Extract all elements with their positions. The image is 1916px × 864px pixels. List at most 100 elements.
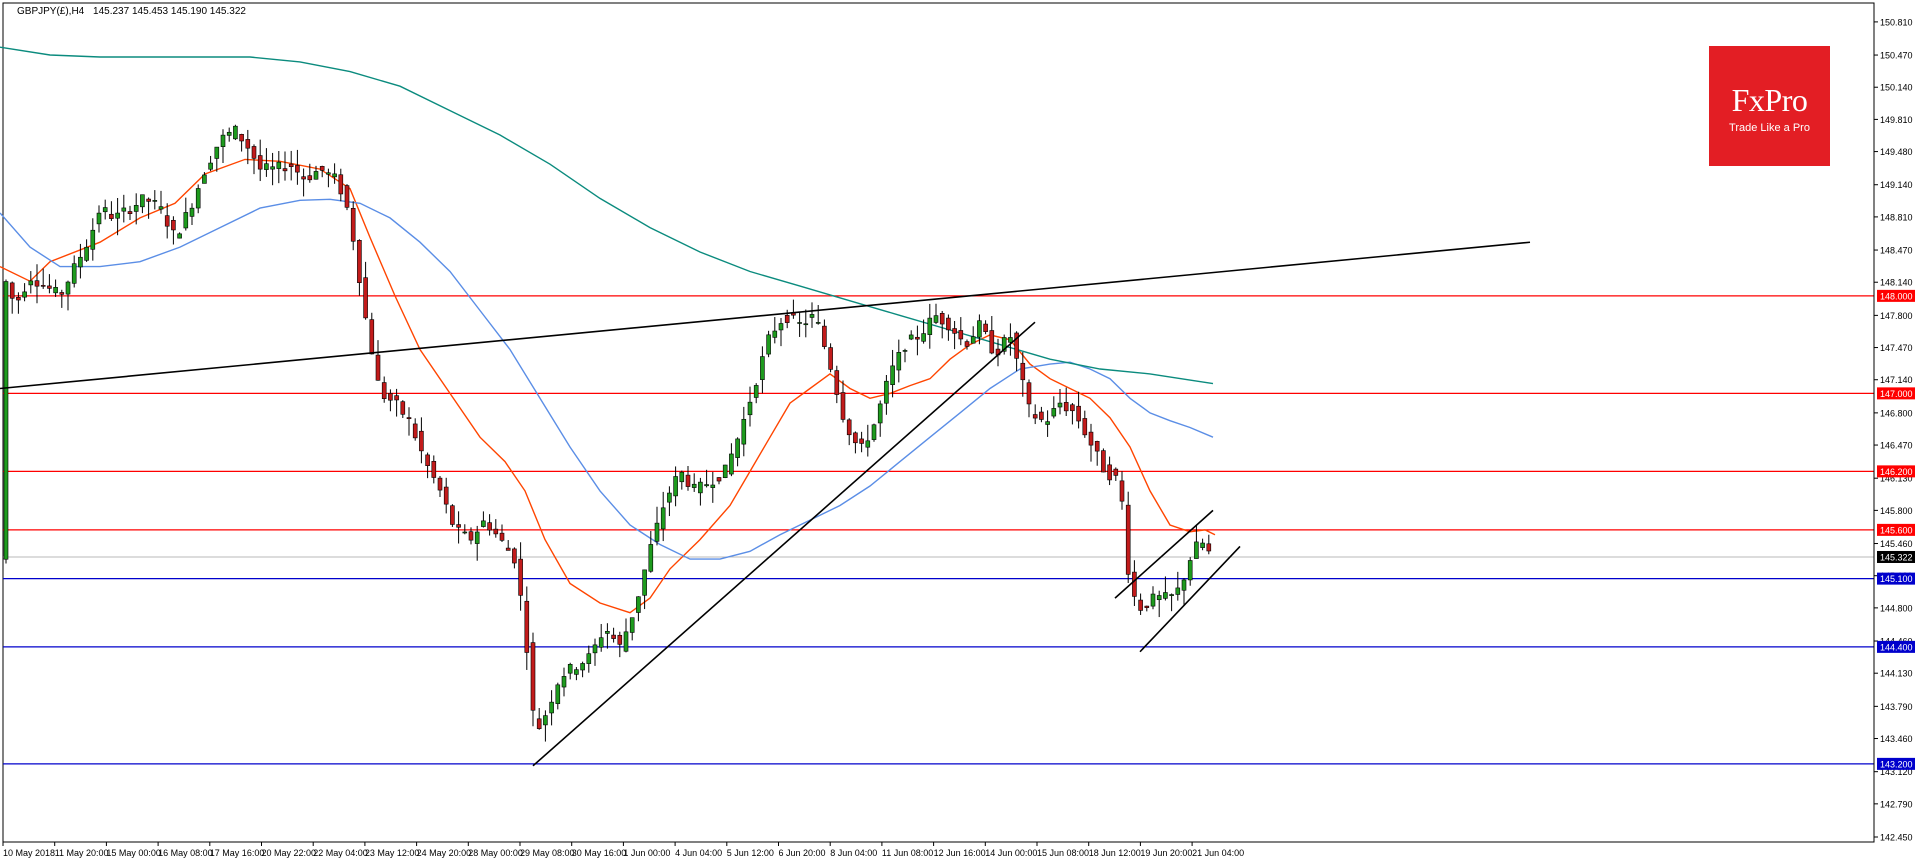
candle-body	[419, 430, 424, 452]
candle-body	[220, 134, 226, 147]
candle-body	[729, 453, 734, 475]
brand-logo: FxPro Trade Like a Pro	[1709, 46, 1830, 166]
candle-body	[958, 330, 964, 340]
candle-body	[549, 701, 554, 714]
candle-body	[121, 207, 127, 212]
candle	[276, 151, 282, 184]
candle-body	[264, 163, 269, 170]
candle	[195, 184, 201, 214]
candle	[28, 271, 34, 294]
candle	[561, 667, 567, 697]
candle-body	[214, 146, 220, 159]
candle	[921, 319, 926, 344]
candle	[760, 346, 765, 394]
candle-body	[22, 291, 27, 298]
candle	[220, 129, 226, 164]
candle	[350, 201, 356, 251]
candle	[902, 348, 908, 363]
candle-body	[239, 134, 244, 142]
candle-body	[133, 205, 139, 212]
candle-body	[474, 531, 480, 544]
level-label-box	[1877, 640, 1915, 653]
candle	[22, 283, 27, 302]
time-tick-label: 21 Jun 04:00	[1192, 848, 1244, 858]
candle	[288, 150, 294, 181]
candle-body	[1094, 441, 1100, 452]
candle-body	[598, 637, 604, 648]
candle	[505, 540, 511, 551]
candle	[840, 380, 846, 423]
candle	[1063, 387, 1069, 416]
candle	[158, 190, 164, 214]
candle-body	[927, 317, 933, 335]
candle	[1088, 423, 1094, 462]
candle-body	[853, 432, 858, 444]
candle-body	[673, 476, 678, 497]
candle-body	[1107, 464, 1112, 481]
candle	[1113, 467, 1119, 481]
candle-body	[778, 323, 784, 331]
candle-body	[152, 200, 158, 202]
candle	[344, 184, 350, 211]
candle	[357, 239, 362, 296]
candle	[884, 374, 889, 415]
price-tick-label: 146.470	[1880, 441, 1913, 451]
candle-body	[412, 423, 418, 439]
candle	[530, 632, 536, 727]
candles	[3, 124, 1212, 742]
level-label-box	[1877, 572, 1915, 585]
candle-body	[450, 505, 455, 525]
logo-name: FxPro	[1731, 82, 1808, 118]
candle-body	[747, 401, 753, 416]
candle	[778, 318, 784, 347]
candle	[766, 330, 771, 358]
candle	[673, 466, 678, 507]
candle-body	[871, 424, 877, 440]
price-tick-label: 144.130	[1880, 669, 1913, 679]
candle-body	[772, 330, 778, 338]
candle-body	[1026, 382, 1032, 405]
candle-body	[28, 280, 34, 286]
candle-body	[815, 322, 821, 324]
candle-body	[803, 323, 809, 326]
candle	[425, 452, 430, 479]
price-tick-label: 145.800	[1880, 506, 1913, 516]
candle	[629, 617, 635, 641]
level-label: 145.600	[1880, 525, 1913, 535]
candle-body	[90, 229, 96, 250]
candle	[586, 645, 592, 673]
candle	[729, 443, 734, 477]
candle	[202, 172, 207, 184]
candle	[487, 514, 492, 536]
time-tick-label: 12 Jun 16:00	[934, 848, 986, 858]
candle-body	[1101, 450, 1106, 473]
candle-body	[319, 166, 325, 171]
candle	[443, 477, 449, 514]
candle	[90, 218, 96, 261]
level-label-box	[1877, 523, 1915, 536]
candle-body	[1057, 402, 1063, 408]
candle	[381, 376, 387, 403]
candle	[592, 638, 598, 666]
candle	[375, 340, 381, 381]
candle-body	[977, 320, 982, 338]
candle	[127, 205, 133, 220]
candle-body	[1039, 411, 1044, 420]
candle-body	[1138, 599, 1143, 611]
candle	[394, 388, 399, 417]
candle	[295, 149, 300, 185]
candle	[493, 519, 499, 538]
candle	[369, 312, 375, 355]
candle	[933, 303, 939, 325]
candle-body	[344, 185, 350, 208]
candle-body	[964, 341, 970, 347]
candle	[1008, 323, 1013, 356]
trendlines	[0, 241, 1531, 767]
candle-body	[518, 558, 523, 596]
candle	[462, 524, 468, 535]
plot-area	[2, 2, 1875, 843]
candle	[803, 309, 809, 338]
candle	[319, 165, 325, 178]
candle	[47, 274, 52, 294]
